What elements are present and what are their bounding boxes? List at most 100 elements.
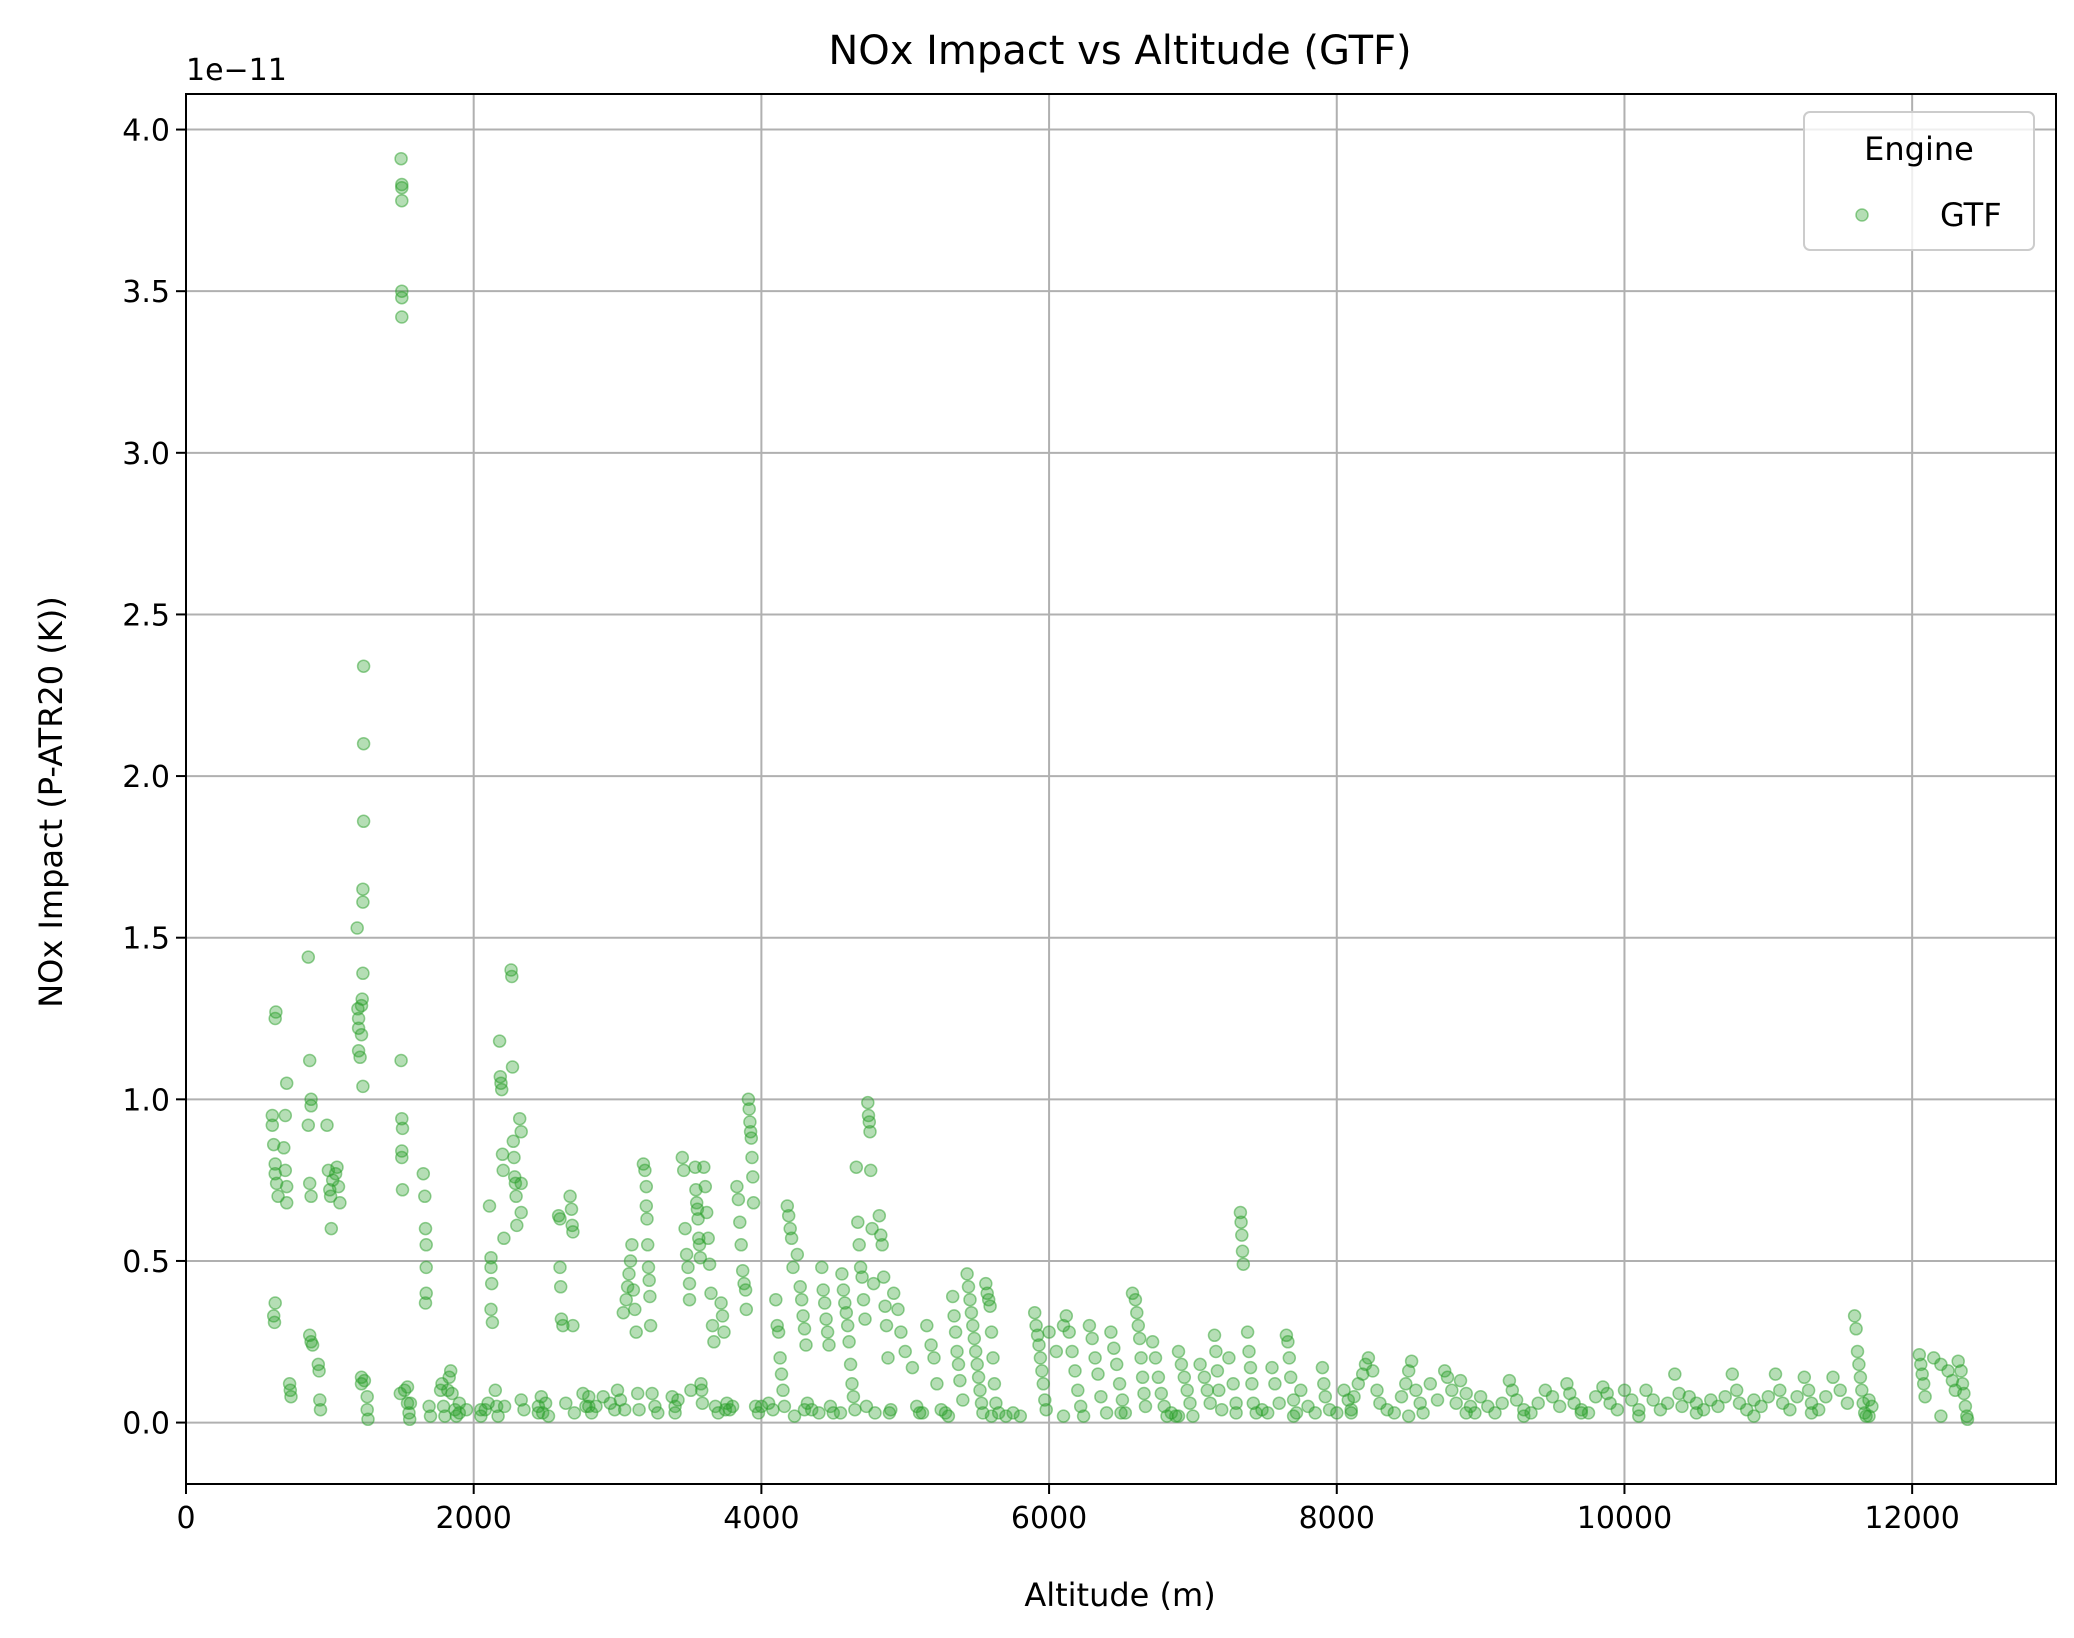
data-point (734, 1238, 748, 1252)
data-point (351, 1011, 366, 1026)
data-point (735, 1263, 750, 1278)
data-point (835, 1267, 849, 1281)
data-point (1916, 1377, 1931, 1391)
data-point (1062, 1325, 1076, 1339)
y-tick-label: 2.0 (122, 760, 170, 795)
data-point (1039, 1402, 1053, 1417)
data-point (632, 1402, 646, 1417)
data-point (1783, 1402, 1797, 1417)
data-point (766, 1402, 780, 1417)
data-point (1240, 1325, 1255, 1339)
data-point (771, 1325, 786, 1339)
data-point (879, 1318, 894, 1333)
data-point (400, 1380, 415, 1394)
data-point (268, 1157, 282, 1171)
data-point (1754, 1399, 1768, 1414)
data-point (497, 1231, 511, 1246)
data-point (1918, 1389, 1932, 1404)
data-point (968, 1344, 983, 1359)
data-point (582, 1399, 596, 1414)
data-point (905, 1360, 920, 1375)
data-point (777, 1399, 792, 1414)
data-point (894, 1325, 908, 1339)
data-point (738, 1283, 753, 1297)
data-point (1955, 1377, 1970, 1391)
data-point (833, 1406, 848, 1420)
data-point (1283, 1370, 1298, 1385)
data-point (1033, 1351, 1048, 1365)
data-point (731, 1192, 746, 1207)
data-point (714, 1296, 728, 1310)
data-point (1689, 1406, 1704, 1420)
data-point (324, 1221, 339, 1236)
data-point (1099, 1406, 1114, 1420)
data-point (1747, 1409, 1761, 1423)
data-point (1065, 1344, 1079, 1359)
data-point (267, 1315, 282, 1330)
data-point (853, 1260, 868, 1275)
data-point (1132, 1331, 1147, 1346)
data-point (512, 1111, 527, 1126)
data-point (1954, 1364, 1968, 1378)
data-point (1624, 1393, 1639, 1407)
data-point (395, 180, 409, 195)
data-point (589, 1399, 603, 1414)
data-point (804, 1402, 819, 1417)
data-point (1027, 1305, 1042, 1320)
data-point (1840, 1396, 1855, 1410)
data-point (356, 895, 370, 909)
data-point (1581, 1406, 1596, 1420)
data-point (361, 1412, 375, 1427)
data-point (1761, 1389, 1776, 1404)
data-point (754, 1399, 769, 1414)
data-point (694, 1383, 709, 1398)
data-point (556, 1318, 570, 1333)
data-point (268, 1296, 282, 1310)
data-point (510, 1218, 524, 1233)
data-point (848, 1402, 862, 1417)
data-point (1186, 1409, 1200, 1423)
data-point (878, 1299, 892, 1313)
data-point (1552, 1399, 1567, 1414)
data-point (313, 1402, 328, 1417)
data-point (395, 1121, 410, 1136)
data-point (838, 1296, 852, 1310)
data-point (868, 1406, 882, 1420)
data-point (698, 1179, 713, 1194)
data-point (1632, 1409, 1646, 1423)
data-point (839, 1305, 854, 1320)
data-point (1125, 1286, 1140, 1301)
data-point (1639, 1383, 1653, 1398)
data-point (1430, 1393, 1445, 1407)
data-point (1672, 1386, 1686, 1401)
data-point (1862, 1409, 1876, 1423)
data-point (1790, 1389, 1804, 1404)
data-point (394, 1053, 408, 1068)
data-point (1915, 1367, 1929, 1381)
data-point (418, 1189, 432, 1204)
data-point (1032, 1338, 1046, 1352)
data-point (1696, 1402, 1711, 1417)
data-point (746, 1196, 761, 1210)
data-point (395, 290, 409, 305)
data-point (1725, 1367, 1740, 1381)
data-point (356, 736, 371, 751)
data-point (356, 882, 370, 896)
data-point (751, 1406, 766, 1420)
data-point (1850, 1344, 1865, 1359)
data-point (930, 1377, 944, 1391)
data-point (496, 1163, 510, 1178)
data-point (684, 1383, 698, 1398)
data-point (350, 921, 364, 935)
data-point (1387, 1406, 1402, 1420)
data-point (1013, 1409, 1028, 1423)
data-point (1180, 1383, 1194, 1398)
data-point (355, 992, 369, 1006)
data-point (1210, 1364, 1225, 1378)
data-point (356, 966, 370, 981)
data-point (619, 1292, 633, 1307)
data-point (875, 1238, 889, 1252)
data-point (898, 1344, 912, 1359)
data-point (494, 1082, 509, 1097)
